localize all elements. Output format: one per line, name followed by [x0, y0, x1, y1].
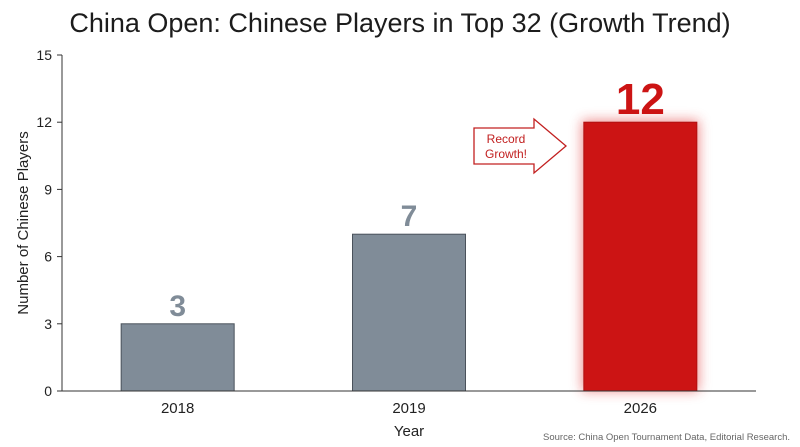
data-label-2026: 12 — [616, 75, 665, 124]
bar-2018 — [120, 323, 235, 392]
source-note: Source: China Open Tournament Data, Edit… — [543, 432, 790, 443]
bar-2026 — [583, 121, 698, 392]
bar-2019 — [352, 233, 466, 392]
y-tick-label: 12 — [36, 114, 52, 130]
y-tick-label: 6 — [44, 249, 52, 265]
annotation-line-2: Growth! — [485, 147, 527, 161]
x-tick-label-2026: 2026 — [624, 400, 657, 417]
annotation-arrow-shape — [473, 117, 568, 175]
x-axis-label: Year — [394, 423, 424, 440]
data-label-2018: 3 — [169, 290, 186, 323]
y-tick-label: 15 — [36, 47, 52, 63]
y-tick-label: 9 — [44, 181, 52, 197]
y-tick-label: 0 — [44, 383, 52, 399]
y-tick-label: 3 — [44, 316, 52, 332]
data-label-2019: 7 — [401, 200, 418, 233]
record-growth-annotation: Record Growth! — [473, 117, 568, 175]
chart-title: China Open: Chinese Players in Top 32 (G… — [69, 8, 731, 38]
x-tick-label-2019: 2019 — [392, 400, 425, 417]
annotation-line-1: Record — [487, 132, 526, 146]
y-axis-label: Number of Chinese Players — [15, 131, 32, 314]
x-tick-label-2018: 2018 — [161, 400, 194, 417]
